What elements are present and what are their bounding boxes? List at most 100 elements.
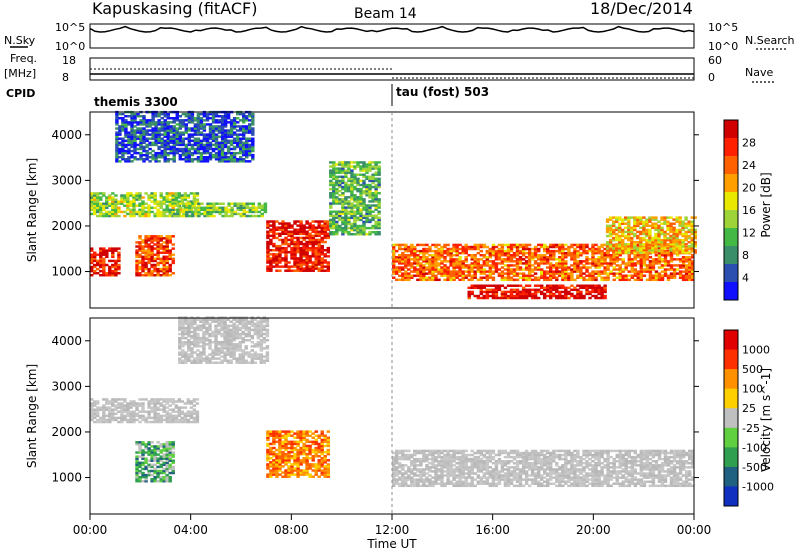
power-cell (591, 243, 595, 247)
power-cell (600, 243, 604, 247)
velocity-cell (165, 416, 169, 420)
power-cell (323, 220, 327, 223)
power-cell (166, 147, 170, 151)
power-cell (434, 256, 438, 259)
velocity-cell (141, 480, 145, 483)
power-cell (600, 286, 604, 290)
power-cell (341, 216, 345, 220)
velocity-cell (135, 461, 139, 465)
power-cell (223, 143, 228, 147)
power-cell (99, 265, 103, 269)
power-cell (314, 228, 318, 231)
power-cell (419, 249, 423, 253)
power-cell (618, 264, 622, 267)
power-cell (296, 259, 300, 262)
power-cell (630, 245, 634, 248)
power-cell (302, 232, 306, 236)
power-cell (359, 196, 363, 199)
power-cell (236, 151, 240, 155)
power-cell (308, 236, 312, 240)
power-cell (624, 247, 628, 250)
power-cell (440, 272, 444, 275)
power-cell (458, 256, 462, 259)
power-cell (651, 274, 656, 277)
power-cell (543, 249, 547, 253)
power-cell (102, 194, 106, 197)
power-cell (540, 268, 544, 271)
power-cell (645, 249, 649, 252)
power-cell (135, 198, 139, 201)
power-cell (672, 241, 676, 244)
power-cell (284, 230, 288, 233)
power-cell (527, 251, 532, 255)
power-cell (102, 251, 106, 254)
power-cell (272, 259, 276, 262)
power-cell (561, 270, 565, 273)
power-cell (663, 241, 667, 244)
power-cell (341, 185, 345, 189)
power-cell (645, 230, 649, 234)
power-cell (278, 259, 282, 262)
power-cell (200, 202, 204, 205)
power-cell (485, 274, 490, 277)
power-cell (217, 149, 222, 153)
power-cell (232, 127, 237, 130)
power-cell (479, 292, 484, 296)
power-cell (299, 226, 303, 229)
power-cell (506, 249, 511, 253)
power-cell (621, 218, 625, 221)
power-cell (136, 123, 140, 126)
power-cell (546, 262, 550, 265)
power-cell (187, 121, 192, 124)
velocity-cell (171, 414, 175, 418)
power-cell (570, 294, 574, 298)
velocity-cell (138, 463, 142, 467)
power-cell (332, 189, 336, 193)
power-cell (570, 258, 574, 261)
power-cell (353, 196, 357, 199)
power-cell (105, 212, 109, 216)
power-cell (440, 251, 444, 255)
power-cell (663, 274, 668, 277)
power-cell (579, 294, 583, 298)
power-cell (188, 204, 192, 207)
power-cell (633, 258, 638, 261)
power-cell (114, 198, 118, 201)
power-cell (437, 254, 441, 257)
power-cell (138, 261, 142, 265)
power-cell (627, 232, 631, 236)
power-cell (555, 276, 559, 279)
power-cell (251, 123, 255, 126)
power-cell (494, 249, 499, 253)
power-cell (217, 129, 222, 132)
power-cell (491, 243, 496, 247)
power-cell (168, 251, 172, 254)
power-cell (497, 284, 502, 287)
power-cell (135, 245, 139, 248)
power-cell (239, 141, 243, 145)
power-cell (503, 296, 508, 300)
power-cell (165, 243, 169, 246)
power-cell (392, 258, 396, 261)
power-cell (603, 278, 607, 282)
power-cell (546, 290, 550, 294)
power-cell (141, 247, 145, 250)
power-cell (639, 216, 643, 219)
power-cell (135, 194, 139, 197)
power-cell (597, 260, 601, 263)
power-cell (284, 240, 288, 244)
power-cell (236, 204, 240, 207)
power-cell (449, 274, 453, 277)
power-cell (515, 258, 520, 261)
power-cell (648, 272, 653, 275)
power-cell (515, 247, 520, 251)
power-cell (156, 261, 160, 265)
power-cell (657, 228, 661, 232)
power-cell (362, 200, 366, 203)
velocity-cell (147, 459, 151, 462)
power-cell (311, 224, 315, 227)
power-cell (509, 247, 514, 251)
power-cell (666, 251, 670, 254)
power-cell (618, 268, 622, 271)
power-cell (359, 224, 363, 228)
